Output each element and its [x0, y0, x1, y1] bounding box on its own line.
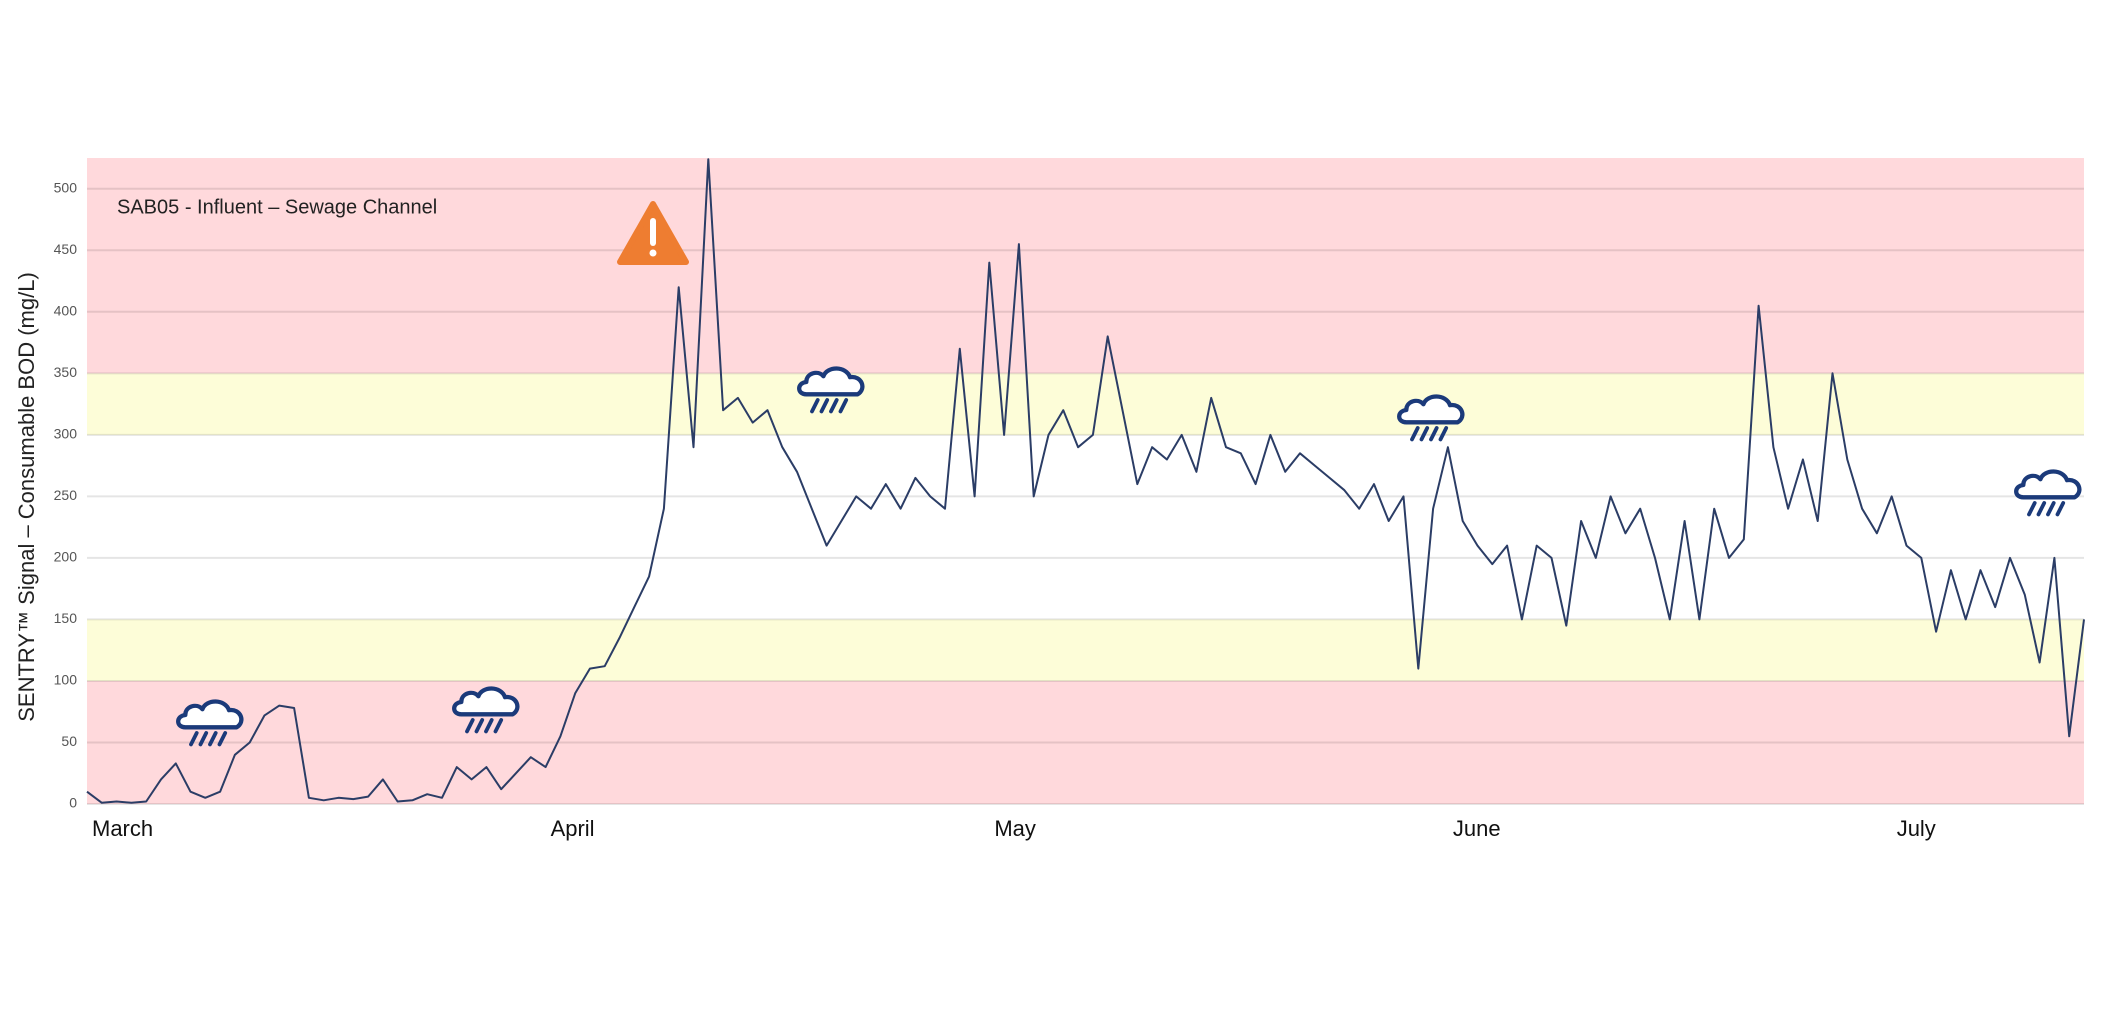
x-tick-label: July	[1897, 816, 1936, 841]
chart-title: SAB05 - Influent – Sewage Channel	[117, 196, 437, 218]
y-axis-label: SENTRY™ Signal – Consumable BOD (mg/L)	[14, 272, 39, 722]
x-tick-label: April	[551, 816, 595, 841]
threshold-bands	[87, 158, 2084, 804]
data-line	[86, 158, 2085, 804]
y-tick-label: 0	[69, 795, 77, 811]
warning-icon	[617, 201, 689, 265]
y-tick-label: 250	[54, 487, 78, 503]
y-tick-label: 300	[54, 426, 78, 442]
rain-icon	[2016, 472, 2079, 515]
y-tick-label: 350	[54, 364, 78, 380]
y-tick-label: 400	[54, 303, 78, 319]
y-tick-label: 200	[54, 549, 78, 565]
x-tick-label: May	[994, 816, 1036, 841]
threshold-band	[87, 373, 2084, 435]
threshold-band	[87, 158, 2084, 374]
y-tick-label: 100	[54, 672, 78, 688]
threshold-band	[87, 680, 2084, 804]
plot	[86, 158, 2085, 804]
threshold-band	[87, 619, 2084, 681]
x-tick-label: June	[1453, 816, 1501, 841]
y-tick-label: 450	[54, 241, 78, 257]
y-tick-label: 500	[54, 179, 78, 195]
y-tick-label: 150	[54, 610, 78, 626]
x-tick-label: March	[92, 816, 153, 841]
y-tick-label: 50	[61, 733, 77, 749]
